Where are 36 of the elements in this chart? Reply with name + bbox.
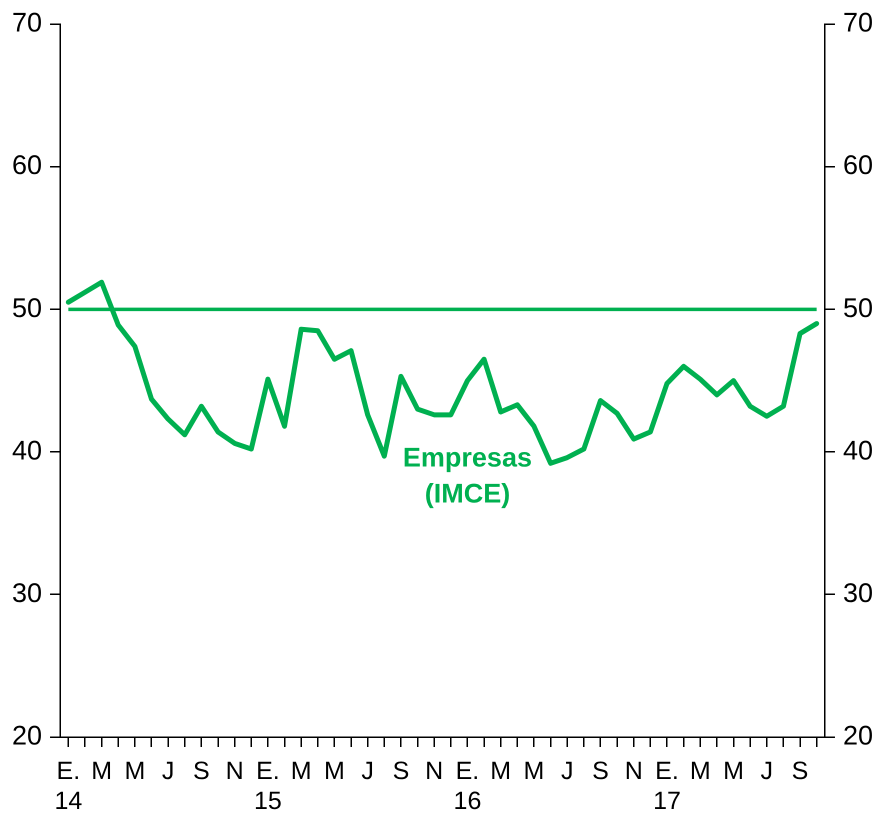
y-tick-label: 40: [12, 435, 42, 466]
x-tick-label: E. 14: [54, 756, 82, 815]
x-tick-label: M: [91, 756, 112, 785]
x-tick-label: N: [624, 756, 643, 785]
y-tick-label: 20: [12, 720, 42, 750]
x-tick-label: J: [560, 756, 574, 785]
x-tick-label: J: [361, 756, 374, 785]
y-tick-label: 70: [12, 8, 42, 38]
y-tick-label: 50: [12, 292, 42, 323]
x-tick-label: M: [490, 756, 512, 785]
x-tick-label: E. 17: [653, 756, 681, 815]
y2-tick-label: 70: [842, 8, 874, 38]
x-tick-label: S: [193, 756, 210, 785]
x-tick-label: M: [690, 756, 711, 785]
y-tick-label: 60: [12, 150, 42, 180]
y2-tick-label: 60: [842, 150, 874, 180]
x-tick-label: S: [792, 756, 808, 785]
x-tick-label: E. 16: [454, 756, 482, 815]
x-tick-label: M: [723, 756, 744, 785]
x-tick-label: S: [392, 756, 410, 785]
x-tick-label: N: [226, 756, 244, 785]
y2-tick-label: 40: [842, 435, 874, 466]
y2-tick-label: 50: [842, 292, 874, 323]
y2-tick-label: 30: [842, 578, 874, 608]
x-tick-label: N: [425, 756, 444, 785]
x-tick-label: M: [290, 756, 312, 785]
x-tick-label: S: [592, 756, 609, 785]
x-tick-label: M: [324, 756, 345, 785]
y-tick-label: 30: [12, 578, 42, 608]
x-tick-label: J: [760, 756, 774, 785]
x-tick-label: J: [162, 756, 174, 785]
y2-tick-label: 20: [842, 720, 874, 750]
series-label: Empresas (IMCE): [402, 442, 532, 508]
x-tick-label: M: [524, 756, 544, 785]
x-tick-label: E. 15: [254, 756, 282, 815]
x-tick-label: M: [124, 756, 146, 785]
